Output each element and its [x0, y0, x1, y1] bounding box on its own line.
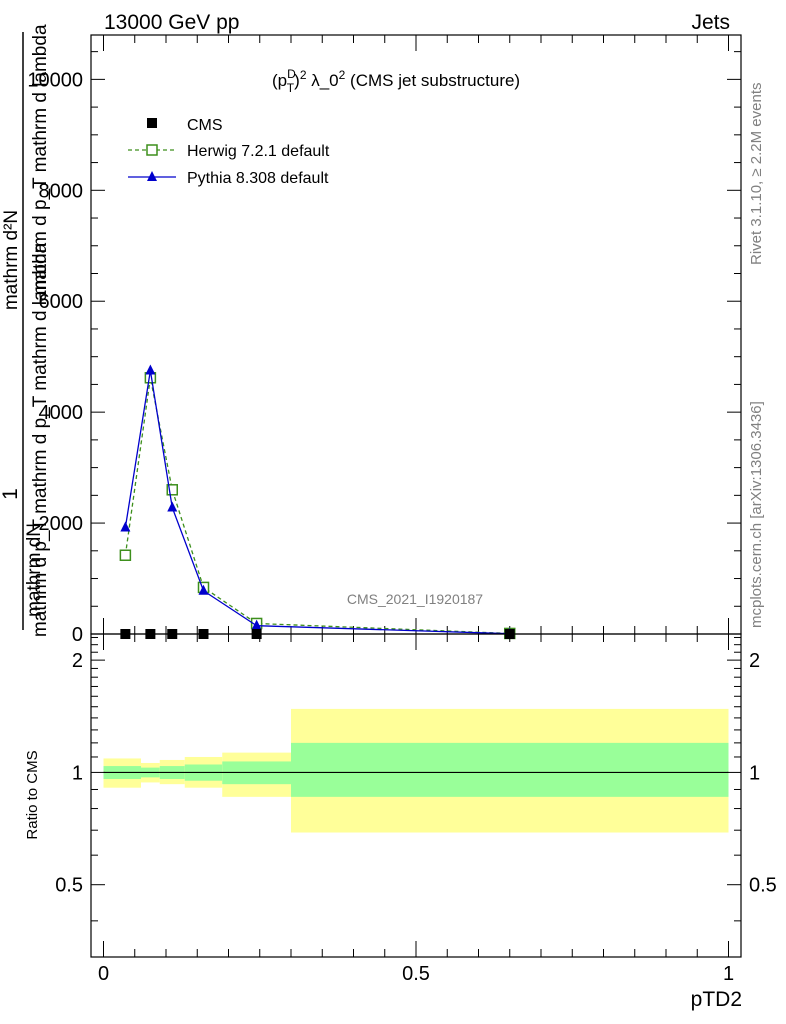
ratio-y-tick-label-right: 1 [749, 762, 760, 784]
x-tick-label: 1 [723, 963, 734, 985]
pythia-data-point [251, 619, 262, 630]
ratio-y-axis-label: Ratio to CMS [24, 750, 41, 839]
ratio-inner-band [291, 742, 729, 797]
y-tick-label: 8000 [39, 180, 84, 202]
ratio-y-tick-label-right: 0.5 [749, 875, 777, 897]
ratio-y-tick-label-left: 0.5 [55, 875, 83, 897]
ylabel-top: mathrm d²N [1, 210, 22, 310]
plot-title: (pD T)2 λ_02 (CMS jet substructure) [272, 67, 520, 95]
legend-pythia-marker [147, 171, 157, 181]
y-tick-label: 0 [72, 624, 83, 646]
herwig-data-point [119, 549, 132, 561]
legend-cms-marker [147, 118, 157, 128]
ylabel-bottom: mathrm dN [24, 523, 45, 617]
ylabel-top-lower: mathrm d p_T mathrm d lambda [30, 24, 51, 295]
series-line-herwig [124, 377, 510, 635]
legend-cms-label: CMS [187, 117, 223, 134]
ylabel-bottom-lower: mathrm d p_T mathrm d p_T mathrm d lambd… [30, 242, 51, 637]
x-axis-label: pTD2 [691, 988, 742, 1011]
x-tick-label: 0 [98, 963, 109, 985]
y-tick-label: 6000 [39, 291, 84, 313]
ratio-bands-layer [103, 708, 729, 833]
energy-label: 13000 GeV pp [104, 11, 239, 34]
pythia-data-point [198, 584, 209, 595]
legend: CMS Herwig 7.2.1 default Pythia 8.308 de… [128, 117, 330, 187]
y-tick-label: 2000 [39, 513, 84, 535]
jets-label: Jets [691, 11, 730, 34]
ratio-y-ticks: 0.5 0.5 1 1 2 2 [55, 636, 777, 922]
ylabel-one: 1 [0, 488, 22, 500]
ratio-y-tick-label-left: 2 [72, 650, 83, 672]
ratio-y-tick-label-right: 2 [749, 650, 760, 672]
series-line-pythia [124, 370, 510, 635]
x-tick-label: 0.5 [402, 963, 430, 985]
legend-herwig-label: Herwig 7.2.1 default [187, 143, 330, 160]
mcplots-label: mcplots.cern.ch [arXiv:1306.3436] [748, 401, 765, 628]
main-y-ticks: 0 2000 4000 6000 8000 10000 [27, 51, 741, 646]
ratio-y-tick-label-left: 1 [72, 762, 83, 784]
y-tick-label: 10000 [27, 69, 83, 91]
rivet-label: Rivet 3.1.10, ≥ 2.2M events [748, 83, 765, 266]
analysis-watermark: CMS_2021_I1920187 [347, 591, 483, 607]
y-tick-label: 4000 [39, 402, 84, 424]
pythia-data-point [120, 521, 131, 532]
main-y-axis-label: 1 mathrm d²N mathrm d p_T mathrm d lambd… [0, 24, 51, 637]
main-x-ticks [103, 35, 729, 634]
pythia-data-point [167, 501, 178, 512]
legend-herwig-marker [146, 144, 158, 156]
herwig-data-point [166, 484, 178, 496]
legend-pythia-label: Pythia 8.308 default [187, 170, 329, 187]
pythia-data-point [145, 364, 156, 375]
ratio-x-ticks: 0 0.5 1 [98, 634, 734, 985]
